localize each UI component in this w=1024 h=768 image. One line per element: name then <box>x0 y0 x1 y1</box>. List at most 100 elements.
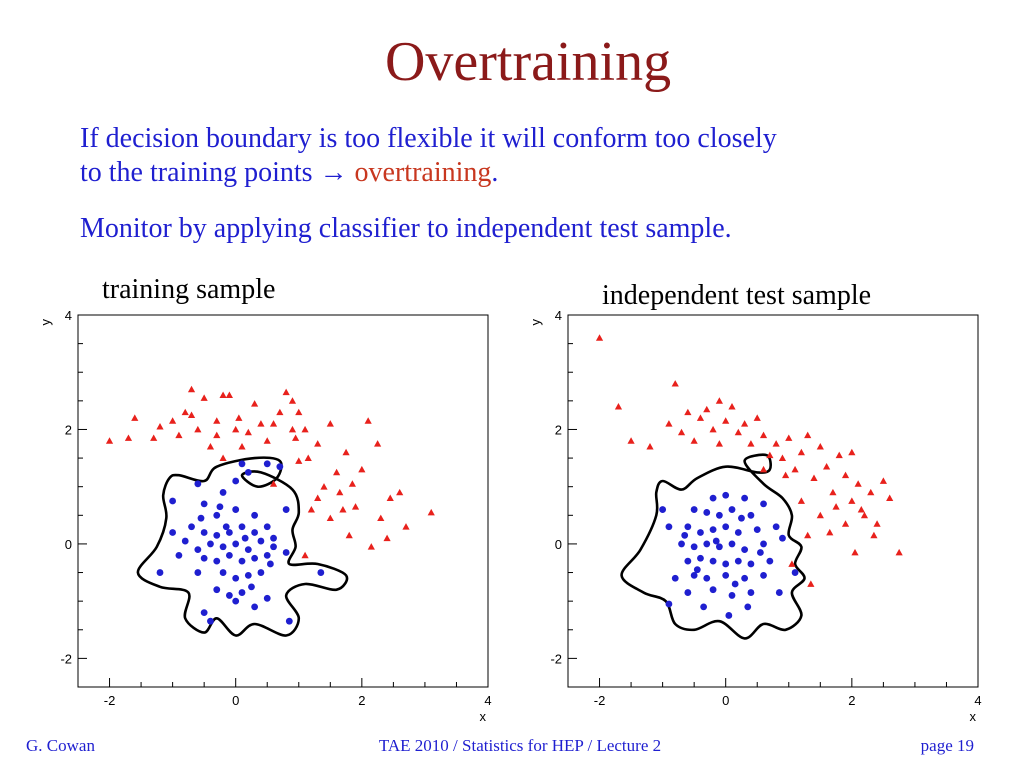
background-point <box>194 425 202 433</box>
signal-point <box>219 489 227 496</box>
signal-point <box>282 506 290 513</box>
y-tick-label: 4 <box>555 308 562 323</box>
background-point <box>269 480 278 487</box>
signal-point <box>684 557 692 565</box>
signal-point <box>156 569 164 576</box>
signal-point <box>232 574 240 582</box>
background-point <box>377 514 385 522</box>
background-point <box>301 551 309 559</box>
background-point <box>200 394 208 401</box>
background-point <box>627 437 635 444</box>
x-tick-label: 0 <box>722 693 729 708</box>
bullet-line-2-suffix: . <box>491 156 499 188</box>
background-point <box>232 425 240 433</box>
background-point <box>386 494 394 502</box>
background-point <box>244 428 252 436</box>
signal-point <box>263 551 271 559</box>
background-point <box>696 414 705 421</box>
signal-point <box>238 460 246 468</box>
signal-point <box>712 537 720 545</box>
y-axis-label: y <box>528 319 543 326</box>
background-point <box>829 488 837 496</box>
background-point <box>797 448 805 456</box>
background-point <box>804 431 812 439</box>
background-point <box>295 408 303 416</box>
background-point <box>206 443 215 450</box>
signal-point <box>734 529 742 536</box>
signal-point <box>200 554 208 562</box>
background-point <box>238 443 246 450</box>
background-point <box>225 391 233 399</box>
signal-point <box>709 557 717 565</box>
background-point <box>870 531 878 539</box>
plot-frame <box>77 314 489 688</box>
background-point <box>320 483 328 490</box>
signal-point <box>244 572 252 579</box>
signal-point <box>266 560 274 568</box>
background-point <box>886 494 894 502</box>
signal-point <box>659 506 667 513</box>
background-point <box>288 397 297 404</box>
signal-point <box>225 592 233 599</box>
signal-point <box>213 531 221 539</box>
y-tick-label: 2 <box>555 422 562 437</box>
background-point <box>860 511 869 519</box>
signal-point <box>238 589 246 596</box>
background-point <box>722 417 730 424</box>
background-point <box>690 437 698 444</box>
background-point <box>734 428 742 436</box>
background-point <box>709 425 717 433</box>
x-tick-label: -2 <box>104 693 116 708</box>
signal-point <box>263 594 271 602</box>
signal-point <box>741 574 749 582</box>
background-point <box>747 440 755 447</box>
signal-point <box>760 500 767 508</box>
signal-point <box>693 566 701 574</box>
signal-point <box>772 523 780 531</box>
signal-point <box>276 463 284 471</box>
background-point <box>314 494 322 502</box>
signal-point <box>200 609 208 616</box>
background-point <box>895 548 903 556</box>
background-point <box>684 408 692 416</box>
background-point <box>364 417 372 424</box>
bullet-line-1: If decision boundary is too flexible it … <box>80 123 777 154</box>
x-axis-label: x <box>970 709 977 724</box>
x-tick-label: 4 <box>974 693 981 708</box>
background-point <box>848 448 856 456</box>
background-point <box>348 480 356 487</box>
signal-point <box>760 572 767 579</box>
signal-point <box>216 503 224 511</box>
background-point <box>766 451 774 459</box>
background-point <box>333 468 341 476</box>
background-point <box>715 440 723 447</box>
background-point <box>295 457 303 464</box>
background-point <box>703 405 711 413</box>
x-tick-label: -2 <box>594 693 606 708</box>
background-point <box>854 480 862 487</box>
background-point <box>181 408 189 416</box>
bullet-monitor: Monitor by applying classifier to indepe… <box>80 213 732 244</box>
signal-point <box>697 554 704 562</box>
signal-point <box>728 540 736 548</box>
y-tick-label: 2 <box>65 422 72 437</box>
signal-point <box>678 540 685 548</box>
signal-point <box>194 569 202 576</box>
signal-point <box>200 529 208 536</box>
signal-point <box>722 572 730 579</box>
background-point <box>219 391 227 399</box>
signal-point <box>741 546 749 554</box>
signal-point <box>665 523 673 531</box>
signal-point <box>760 540 767 548</box>
signal-point <box>194 546 202 554</box>
signal-point <box>725 612 733 619</box>
background-point <box>671 380 679 387</box>
signal-point <box>747 511 755 519</box>
decision-boundary <box>136 456 349 637</box>
background-point <box>728 402 736 410</box>
signal-point <box>734 557 742 565</box>
background-point <box>307 505 315 513</box>
background-point <box>741 420 749 427</box>
signal-point <box>200 500 208 508</box>
